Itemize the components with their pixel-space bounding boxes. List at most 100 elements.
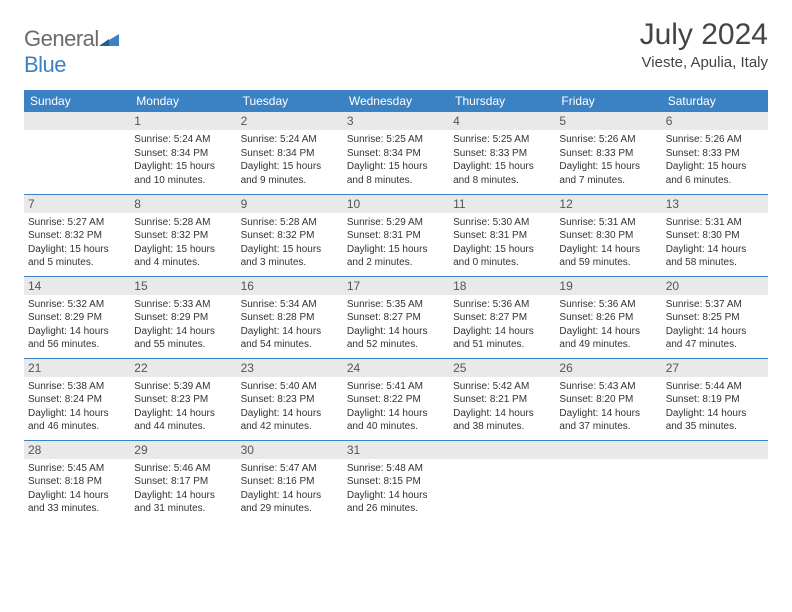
- calendar-cell: 23 Sunrise: 5:40 AMSunset: 8:23 PMDayligh…: [237, 358, 343, 440]
- page-title: July 2024: [640, 18, 768, 52]
- weekday-header: Sunday: [24, 90, 130, 112]
- weekday-header: Thursday: [449, 90, 555, 112]
- day-number: 4: [449, 112, 555, 130]
- calendar-week-row: 28 Sunrise: 5:45 AMSunset: 8:18 PMDayligh…: [24, 440, 768, 522]
- calendar-cell: 13 Sunrise: 5:31 AMSunset: 8:30 PMDayligh…: [662, 194, 768, 276]
- calendar-week-row: 1 Sunrise: 5:24 AMSunset: 8:34 PMDaylight…: [24, 112, 768, 194]
- day-number: 22: [130, 359, 236, 377]
- calendar-cell: 20Sunrise: 5:37 AMSunset: 8:25 PMDayligh…: [662, 276, 768, 358]
- day-number-bar: [24, 112, 130, 130]
- day-number: 21: [24, 359, 130, 377]
- day-number: 28: [24, 441, 130, 459]
- calendar-week-row: 21Sunrise: 5:38 AMSunset: 8:24 PMDayligh…: [24, 358, 768, 440]
- calendar-cell: 16 Sunrise: 5:34 AMSunset: 8:28 PMDayligh…: [237, 276, 343, 358]
- calendar-cell: 8Sunrise: 5:28 AMSunset: 8:32 PMDaylight…: [130, 194, 236, 276]
- day-number: 11: [449, 195, 555, 213]
- day-number: 2: [237, 112, 343, 130]
- calendar-table: Sunday Monday Tuesday Wednesday Thursday…: [24, 90, 768, 522]
- calendar-cell: 25Sunrise: 5:42 AMSunset: 8:21 PMDayligh…: [449, 358, 555, 440]
- day-number: 20: [662, 277, 768, 295]
- day-number: 23: [237, 359, 343, 377]
- day-details: Sunrise: 5:45 AMSunset: 8:18 PMDaylight:…: [28, 462, 126, 516]
- day-number: 1: [130, 112, 236, 130]
- logo-text-blue: Blue: [24, 52, 66, 77]
- title-block: July 2024 Vieste, Apulia, Italy: [640, 18, 768, 71]
- location-subtitle: Vieste, Apulia, Italy: [640, 54, 768, 71]
- calendar-cell: 2 Sunrise: 5:24 AMSunset: 8:34 PMDaylight…: [237, 112, 343, 194]
- calendar-cell: 24 Sunrise: 5:41 AMSunset: 8:22 PMDayligh…: [343, 358, 449, 440]
- calendar-week-row: 14 Sunrise: 5:32 AMSunset: 8:29 PMDayligh…: [24, 276, 768, 358]
- day-details: Sunrise: 5:44 AMSunset: 8:19 PMDaylight:…: [666, 380, 764, 434]
- day-number: 15: [130, 277, 236, 295]
- day-details: Sunrise: 5:46 AMSunset: 8:17 PMDaylight:…: [134, 462, 232, 516]
- calendar-cell: 27Sunrise: 5:44 AMSunset: 8:19 PMDayligh…: [662, 358, 768, 440]
- calendar-cell: 21Sunrise: 5:38 AMSunset: 8:24 PMDayligh…: [24, 358, 130, 440]
- day-details: Sunrise: 5:26 AMSunset: 8:33 PMDaylight:…: [559, 133, 657, 187]
- logo-text-gray: General: [24, 26, 99, 51]
- day-details: Sunrise: 5:39 AMSunset: 8:23 PMDaylight:…: [134, 380, 232, 434]
- day-details: Sunrise: 5:32 AMSunset: 8:29 PMDaylight:…: [28, 298, 126, 352]
- calendar-cell: [449, 440, 555, 522]
- calendar-cell: 14 Sunrise: 5:32 AMSunset: 8:29 PMDayligh…: [24, 276, 130, 358]
- day-details: Sunrise: 5:27 AMSunset: 8:32 PMDaylight:…: [28, 216, 126, 270]
- day-number: 26: [555, 359, 661, 377]
- weekday-header-row: Sunday Monday Tuesday Wednesday Thursday…: [24, 90, 768, 112]
- day-number-bar: [449, 441, 555, 459]
- day-details: Sunrise: 5:29 AMSunset: 8:31 PMDaylight:…: [347, 216, 445, 270]
- day-number: 16: [237, 277, 343, 295]
- day-number: 9: [237, 195, 343, 213]
- day-details: Sunrise: 5:34 AMSunset: 8:28 PMDaylight:…: [241, 298, 339, 352]
- logo-text: General Blue: [24, 26, 119, 78]
- day-number: 12: [555, 195, 661, 213]
- day-number: 29: [130, 441, 236, 459]
- calendar-cell: 26Sunrise: 5:43 AMSunset: 8:20 PMDayligh…: [555, 358, 661, 440]
- calendar-cell: 9 Sunrise: 5:28 AMSunset: 8:32 PMDaylight…: [237, 194, 343, 276]
- calendar-cell: 31 Sunrise: 5:48 AMSunset: 8:15 PMDayligh…: [343, 440, 449, 522]
- weekday-header: Monday: [130, 90, 236, 112]
- header: General Blue July 2024 Vieste, Apulia, I…: [24, 18, 768, 78]
- day-details: Sunrise: 5:28 AMSunset: 8:32 PMDaylight:…: [134, 216, 232, 270]
- day-number: 30: [237, 441, 343, 459]
- day-number: 19: [555, 277, 661, 295]
- calendar-cell: [662, 440, 768, 522]
- day-number: 3: [343, 112, 449, 130]
- day-number: 25: [449, 359, 555, 377]
- calendar-cell: [24, 112, 130, 194]
- day-number: 7: [24, 195, 130, 213]
- calendar-cell: 12Sunrise: 5:31 AMSunset: 8:30 PMDayligh…: [555, 194, 661, 276]
- day-details: Sunrise: 5:36 AMSunset: 8:26 PMDaylight:…: [559, 298, 657, 352]
- day-number: 18: [449, 277, 555, 295]
- day-details: Sunrise: 5:24 AMSunset: 8:34 PMDaylight:…: [241, 133, 339, 187]
- calendar-cell: 17Sunrise: 5:35 AMSunset: 8:27 PMDayligh…: [343, 276, 449, 358]
- logo-triangle-icon: [99, 32, 119, 46]
- calendar-cell: 28 Sunrise: 5:45 AMSunset: 8:18 PMDayligh…: [24, 440, 130, 522]
- day-number: 10: [343, 195, 449, 213]
- weekday-header: Saturday: [662, 90, 768, 112]
- calendar-cell: 29 Sunrise: 5:46 AMSunset: 8:17 PMDayligh…: [130, 440, 236, 522]
- day-details: Sunrise: 5:40 AMSunset: 8:23 PMDaylight:…: [241, 380, 339, 434]
- day-number: 31: [343, 441, 449, 459]
- day-details: Sunrise: 5:48 AMSunset: 8:15 PMDaylight:…: [347, 462, 445, 516]
- calendar-cell: 19 Sunrise: 5:36 AMSunset: 8:26 PMDayligh…: [555, 276, 661, 358]
- day-number: 14: [24, 277, 130, 295]
- calendar-cell: 30Sunrise: 5:47 AMSunset: 8:16 PMDayligh…: [237, 440, 343, 522]
- day-details: Sunrise: 5:31 AMSunset: 8:30 PMDaylight:…: [666, 216, 764, 270]
- day-details: Sunrise: 5:41 AMSunset: 8:22 PMDaylight:…: [347, 380, 445, 434]
- day-number: 13: [662, 195, 768, 213]
- calendar-cell: 7 Sunrise: 5:27 AMSunset: 8:32 PMDaylight…: [24, 194, 130, 276]
- calendar-cell: 15Sunrise: 5:33 AMSunset: 8:29 PMDayligh…: [130, 276, 236, 358]
- calendar-cell: 18 Sunrise: 5:36 AMSunset: 8:27 PMDayligh…: [449, 276, 555, 358]
- calendar-cell: 10 Sunrise: 5:29 AMSunset: 8:31 PMDayligh…: [343, 194, 449, 276]
- day-details: Sunrise: 5:28 AMSunset: 8:32 PMDaylight:…: [241, 216, 339, 270]
- weekday-header: Friday: [555, 90, 661, 112]
- day-details: Sunrise: 5:30 AMSunset: 8:31 PMDaylight:…: [453, 216, 551, 270]
- calendar-cell: 22 Sunrise: 5:39 AMSunset: 8:23 PMDayligh…: [130, 358, 236, 440]
- weekday-header: Tuesday: [237, 90, 343, 112]
- calendar-cell: 1 Sunrise: 5:24 AMSunset: 8:34 PMDaylight…: [130, 112, 236, 194]
- day-details: Sunrise: 5:25 AMSunset: 8:33 PMDaylight:…: [453, 133, 551, 187]
- day-details: Sunrise: 5:24 AMSunset: 8:34 PMDaylight:…: [134, 133, 232, 187]
- logo: General Blue: [24, 18, 119, 78]
- day-details: Sunrise: 5:36 AMSunset: 8:27 PMDaylight:…: [453, 298, 551, 352]
- day-number: 24: [343, 359, 449, 377]
- day-details: Sunrise: 5:35 AMSunset: 8:27 PMDaylight:…: [347, 298, 445, 352]
